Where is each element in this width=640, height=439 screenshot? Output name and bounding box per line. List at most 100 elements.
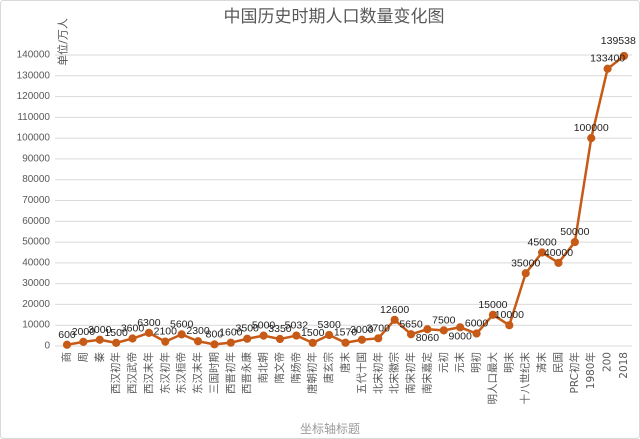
x-tick-label: 十八世纪末 bbox=[519, 352, 532, 405]
data-point bbox=[128, 334, 137, 343]
data-label: 5300 bbox=[317, 319, 341, 331]
x-tick-label: 西晋永康 bbox=[240, 352, 253, 394]
data-label: 6000 bbox=[465, 318, 489, 330]
data-point bbox=[603, 64, 612, 73]
y-tick-label: 70000 bbox=[22, 195, 50, 206]
data-point bbox=[112, 338, 121, 347]
y-tick-label: 80000 bbox=[22, 174, 50, 185]
y-tick-label: 90000 bbox=[22, 153, 50, 164]
x-tick-label: PRC初年 bbox=[568, 352, 581, 393]
data-label: 100000 bbox=[574, 122, 609, 134]
y-tick-label: 40000 bbox=[22, 257, 50, 268]
data-label: 5600 bbox=[170, 318, 194, 330]
y-tick-label: 10000 bbox=[22, 320, 50, 331]
data-label: 15000 bbox=[478, 299, 507, 311]
data-point bbox=[521, 269, 530, 278]
data-label: 35000 bbox=[511, 257, 540, 269]
x-tick-label: 南宋初年 bbox=[404, 352, 417, 394]
data-point bbox=[505, 321, 514, 330]
gridlines bbox=[55, 54, 632, 347]
data-label: 3600 bbox=[121, 323, 145, 335]
y-tick-label: 50000 bbox=[22, 237, 50, 248]
data-point bbox=[357, 335, 366, 344]
data-label: 5650 bbox=[399, 318, 423, 330]
x-tick-label: 东汉初年 bbox=[158, 352, 171, 394]
x-tick-label: 明人口最大 bbox=[486, 352, 499, 405]
data-label: 50000 bbox=[560, 226, 589, 238]
data-label: 9000 bbox=[448, 330, 472, 342]
chart-title: 中国历史时期人口数量变化图 bbox=[224, 7, 445, 27]
y-tick-label: 110000 bbox=[17, 112, 50, 123]
y-tick-label: 100000 bbox=[17, 133, 51, 144]
x-tick-label: 南宋嘉定 bbox=[420, 352, 433, 394]
data-label: 2100 bbox=[154, 326, 178, 338]
x-tick-label: 隋文帝 bbox=[273, 352, 286, 384]
data-label: 3350 bbox=[268, 323, 292, 335]
x-tick-label: 1980年 bbox=[584, 352, 597, 389]
x-tick-label: 西晋初年 bbox=[224, 352, 237, 394]
data-point bbox=[472, 329, 481, 338]
data-label: 1600 bbox=[219, 327, 243, 339]
x-tick-label: 秦 bbox=[93, 352, 106, 363]
data-label: 133400 bbox=[590, 53, 625, 65]
data-label: 45000 bbox=[527, 236, 556, 248]
data-label: 7500 bbox=[432, 314, 456, 326]
x-tick-label: 周 bbox=[77, 352, 89, 363]
x-tick-label: 西汉初年 bbox=[109, 352, 122, 394]
data-point bbox=[423, 325, 432, 334]
data-label: 8060 bbox=[416, 332, 440, 344]
y-tick-label: 20000 bbox=[22, 299, 50, 310]
data-label: 10000 bbox=[495, 309, 524, 321]
data-label: 1570 bbox=[334, 327, 358, 339]
data-label: 3000 bbox=[88, 324, 112, 336]
data-points bbox=[62, 51, 629, 349]
data-point bbox=[79, 337, 88, 346]
x-axis-tick-labels: 商周秦西汉初年 西汉武帝 西汉末年 东汉初年 东汉桓帝 东汉末年 三国时期 西晋初年 西晋永康南… bbox=[60, 352, 630, 405]
x-tick-label: 隋炀帝 bbox=[289, 352, 302, 384]
data-point bbox=[226, 338, 235, 347]
data-label: 800 bbox=[206, 328, 224, 340]
x-tick-label: 北宋初年 bbox=[371, 352, 384, 394]
x-tick-label: 明初 bbox=[470, 352, 483, 373]
x-tick-label: 商 bbox=[60, 352, 73, 363]
data-point bbox=[161, 337, 170, 346]
x-tick-label: 元末 bbox=[453, 352, 466, 373]
y-tick-label: 30000 bbox=[22, 278, 50, 289]
data-label: 2300 bbox=[186, 325, 210, 337]
x-tick-label: 唐末 bbox=[339, 352, 352, 373]
data-label: 3500 bbox=[236, 323, 260, 335]
data-point bbox=[275, 334, 285, 344]
data-point bbox=[144, 328, 154, 338]
data-label: 3700 bbox=[367, 322, 391, 334]
data-point bbox=[456, 323, 465, 332]
data-point bbox=[390, 315, 399, 324]
data-label: 139538 bbox=[601, 35, 636, 47]
data-point bbox=[259, 331, 268, 340]
y-tick-label: 120000 bbox=[17, 91, 51, 102]
data-point bbox=[439, 326, 448, 335]
x-tick-label: 唐玄宗 bbox=[322, 352, 335, 384]
y-tick-label: 130000 bbox=[17, 70, 51, 81]
data-label: 40000 bbox=[544, 247, 573, 259]
data-point bbox=[488, 310, 498, 319]
data-label: 1500 bbox=[301, 327, 325, 339]
data-point bbox=[537, 248, 547, 257]
x-tick-label: 2018 bbox=[618, 352, 630, 379]
x-axis-title: 坐标轴标题 bbox=[300, 421, 360, 436]
data-label: 5000 bbox=[252, 320, 276, 332]
data-point bbox=[341, 338, 350, 347]
data-point bbox=[193, 337, 203, 346]
x-tick-label: 三国时期 bbox=[208, 352, 220, 394]
x-tick-label: 西汉武帝 bbox=[126, 352, 139, 394]
data-label: 5032 bbox=[285, 320, 309, 332]
y-tick-label: 0 bbox=[44, 341, 50, 352]
x-tick-label: 西汉末年 bbox=[142, 352, 155, 394]
data-point bbox=[210, 340, 219, 349]
x-tick-label: 唐朝初年 bbox=[306, 352, 319, 394]
data-point bbox=[308, 338, 317, 347]
x-tick-label: 五代十国 bbox=[355, 352, 368, 394]
x-tick-label: 东汉桓帝 bbox=[175, 352, 188, 394]
data-label: 2000 bbox=[72, 326, 96, 338]
data-label: 600 bbox=[58, 329, 76, 341]
